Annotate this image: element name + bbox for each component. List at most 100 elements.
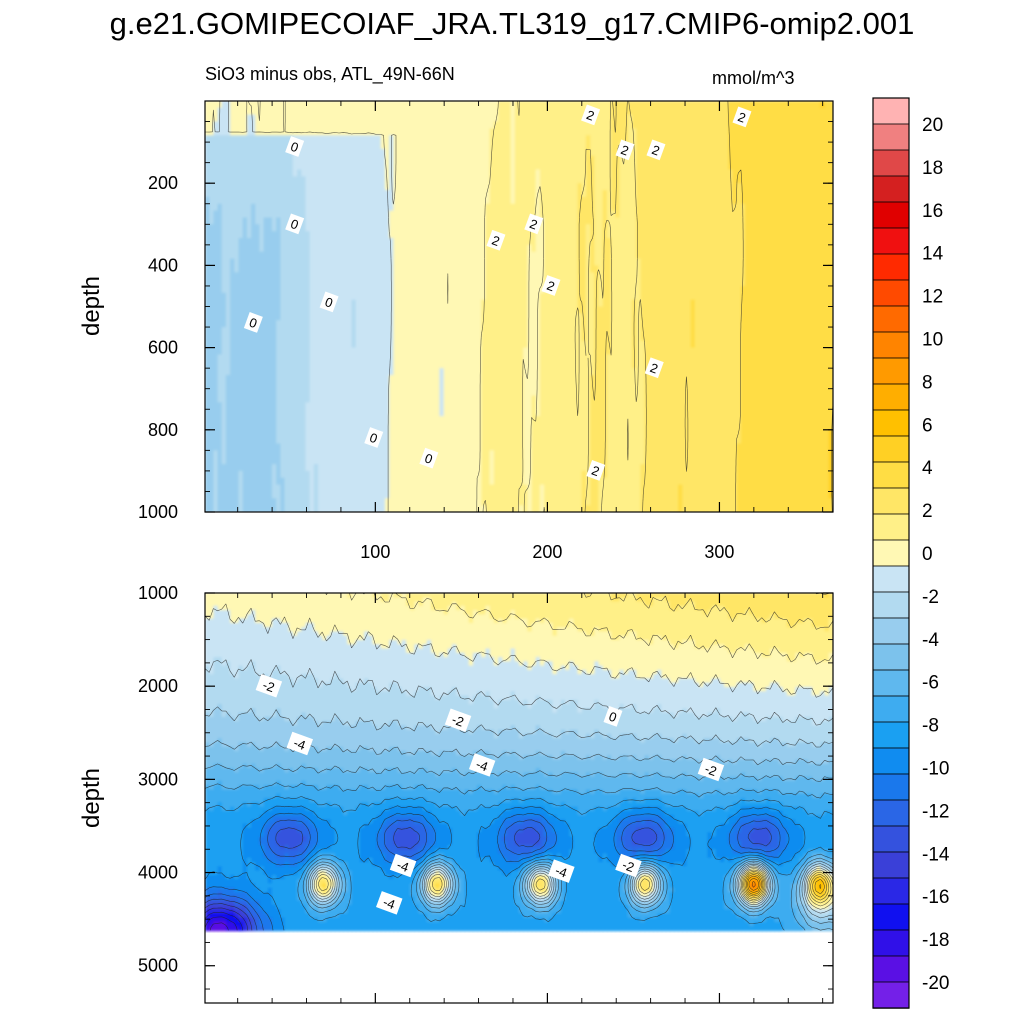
colorbar-tick-label: 16 bbox=[922, 201, 943, 222]
colorbar-swatch bbox=[872, 175, 910, 203]
x-tick-label: 100 bbox=[360, 542, 390, 562]
contour-label: -2 bbox=[615, 853, 642, 878]
contour-label: -2 bbox=[697, 757, 725, 782]
lower-plot-frame bbox=[204, 592, 834, 1004]
colorbar-swatch bbox=[872, 669, 910, 697]
lower-panel: 1000 2000 3000 4000 5000 -2 -2 0 -4 -4 -2 -4 -4 -2 -4 bbox=[138, 583, 834, 1004]
colorbar-tick-label: 18 bbox=[922, 158, 943, 179]
y-tick-label: 200 bbox=[148, 173, 178, 193]
colorbar-swatch bbox=[872, 929, 910, 957]
contour-label: 0 bbox=[285, 136, 305, 157]
colorbar-swatch bbox=[872, 877, 910, 905]
contour-label: -4 bbox=[376, 891, 403, 915]
colorbar-tick-label: 2 bbox=[922, 501, 933, 522]
colorbar-tick-label: -18 bbox=[922, 930, 949, 951]
colorbar-tick-label: 14 bbox=[922, 244, 944, 265]
y-tick-label: 5000 bbox=[138, 956, 178, 976]
colorbar-tick-label: 4 bbox=[922, 458, 933, 479]
colorbar-swatch bbox=[872, 383, 910, 411]
upper-contour-lines bbox=[205, 101, 833, 512]
contour-label: -4 bbox=[286, 731, 314, 756]
colorbar-swatch bbox=[872, 773, 910, 801]
colorbar-swatch bbox=[872, 747, 910, 775]
colorbar-swatch bbox=[872, 123, 910, 151]
y-tick-label: 4000 bbox=[138, 863, 178, 883]
y-tick-label: 1000 bbox=[138, 583, 178, 603]
colorbar-tick-label: -10 bbox=[922, 759, 949, 780]
colorbar-swatch bbox=[872, 513, 910, 541]
contour-label: 0 bbox=[603, 706, 623, 727]
colorbar-tick-label: 12 bbox=[922, 287, 943, 308]
colorbar-swatch bbox=[872, 981, 910, 1009]
contour-label: -2 bbox=[444, 708, 472, 732]
units-label: mmol/m^3 bbox=[712, 68, 794, 89]
y-tick-label: 1000 bbox=[138, 502, 178, 522]
contour-label: -2 bbox=[255, 673, 283, 698]
colorbar-swatch bbox=[872, 721, 910, 749]
contour-label: 2 bbox=[646, 139, 666, 161]
figure-title: g.e21.GOMIPECOIAF_JRA.TL319_g17.CMIP6-om… bbox=[0, 6, 1024, 42]
colorbar-swatch bbox=[872, 305, 910, 333]
colorbar-swatch bbox=[872, 357, 910, 385]
colorbar-tick-label: 10 bbox=[922, 330, 943, 351]
contour-label: 2 bbox=[615, 139, 635, 161]
colorbar-tick-label: 8 bbox=[922, 372, 933, 393]
lower-contour-fills bbox=[205, 593, 833, 932]
colorbar-tick-label: 0 bbox=[922, 544, 933, 565]
contour-label: 2 bbox=[486, 229, 506, 251]
colorbar-tick-label: -6 bbox=[922, 673, 939, 694]
contour-label: 2 bbox=[524, 213, 544, 235]
colorbar-swatch bbox=[872, 149, 910, 177]
colorbar-swatch bbox=[872, 799, 910, 827]
colorbar-tick-label: -12 bbox=[922, 801, 949, 822]
colorbar-tick-label: -14 bbox=[922, 844, 950, 865]
colorbar-swatch bbox=[872, 643, 910, 671]
colorbar-tick-label: 6 bbox=[922, 415, 933, 436]
contour-label: 0 bbox=[419, 447, 439, 469]
lower-contour-lines bbox=[205, 593, 833, 931]
contour-label: 2 bbox=[586, 460, 606, 481]
contour-label: 2 bbox=[581, 104, 601, 126]
colorbar-swatch bbox=[872, 201, 910, 229]
contour-label: 2 bbox=[541, 275, 561, 296]
contour-label: 0 bbox=[319, 291, 339, 313]
colorbar-tick-label: -8 bbox=[922, 716, 939, 737]
x-tick-label: 200 bbox=[532, 542, 562, 562]
x-tick-label: 300 bbox=[704, 542, 734, 562]
colorbar-swatch bbox=[872, 487, 910, 515]
contour-label: 2 bbox=[644, 357, 664, 379]
colorbar-swatch bbox=[872, 97, 910, 125]
colorbar-swatch bbox=[872, 851, 910, 879]
colorbar-tick-label: -2 bbox=[922, 587, 939, 608]
contour-label: 0 bbox=[243, 312, 263, 333]
colorbar-tick-label: 20 bbox=[922, 115, 943, 136]
colorbar-swatch bbox=[872, 279, 910, 307]
contour-label: 2 bbox=[732, 106, 752, 128]
lower-axis-ticks: 1000 2000 3000 4000 5000 bbox=[138, 583, 833, 1003]
contour-label: -4 bbox=[548, 859, 575, 883]
colorbar-tick-label: -16 bbox=[922, 887, 949, 908]
y-tick-label: 800 bbox=[148, 420, 178, 440]
colorbar-tick-label: -20 bbox=[922, 973, 949, 994]
y-tick-label: 400 bbox=[148, 255, 178, 275]
colorbar-swatch bbox=[872, 227, 910, 255]
colorbar-swatch bbox=[872, 435, 910, 463]
variable-subtitle: SiO3 minus obs, ATL_49N-66N bbox=[205, 64, 455, 85]
colorbar-swatch bbox=[872, 565, 910, 593]
y-tick-label: 3000 bbox=[138, 769, 178, 789]
colorbar-swatch bbox=[872, 617, 910, 645]
lower-contour-labels: -2 -2 0 -4 -4 -2 -4 -4 -2 -4 bbox=[255, 673, 725, 915]
contour-label: -4 bbox=[389, 853, 417, 878]
colorbar-swatch bbox=[872, 539, 910, 567]
colorbar-swatch bbox=[872, 903, 910, 931]
contour-label: 0 bbox=[364, 427, 384, 448]
colorbar-swatch bbox=[872, 825, 910, 853]
y-tick-label: 2000 bbox=[138, 676, 178, 696]
colorbar-swatch bbox=[872, 461, 910, 489]
colorbar-swatch bbox=[872, 409, 910, 437]
colorbar-tick-label: -4 bbox=[922, 630, 939, 651]
